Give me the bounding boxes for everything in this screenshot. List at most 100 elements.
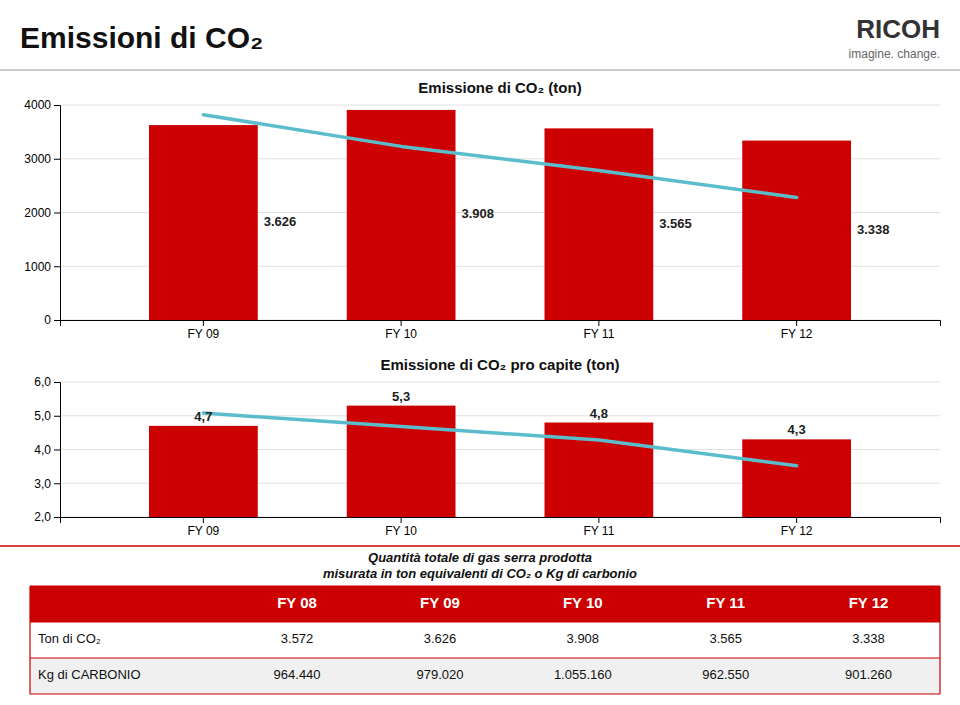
data-label: 5,3 bbox=[392, 389, 410, 404]
x-tick: FY 11 bbox=[583, 517, 614, 538]
y-tick: 5,0 bbox=[34, 409, 60, 423]
x-tick: FY 11 bbox=[583, 320, 614, 341]
header: Emissioni di CO₂RICOHimagine. change. bbox=[0, 14, 960, 70]
table-cell: 901.260 bbox=[845, 667, 892, 682]
table-column-header: FY 10 bbox=[563, 594, 603, 611]
y-tick: 3,0 bbox=[34, 477, 60, 491]
bar bbox=[742, 439, 851, 517]
table-header-bg bbox=[30, 586, 940, 622]
page-title: Emissioni di CO₂ bbox=[20, 21, 263, 54]
data-labels: 4,7 5,3 4,8 4,3 bbox=[194, 389, 805, 438]
y-tick-mark bbox=[54, 159, 60, 160]
table-cell: 3.338 bbox=[852, 631, 885, 646]
y-tick-mark bbox=[54, 483, 60, 484]
data-label: 4,7 bbox=[194, 409, 212, 424]
y-tick: 2000 bbox=[24, 206, 60, 220]
table-cell: 3.565 bbox=[709, 631, 742, 646]
x-tick-mark bbox=[203, 517, 204, 523]
data-label: 3.626 bbox=[264, 214, 297, 229]
trend-line bbox=[203, 413, 796, 466]
x-tick-mark bbox=[203, 320, 204, 326]
chart-title: Emissione di CO₂ (ton) bbox=[418, 79, 581, 96]
x-tick-label: FY 09 bbox=[187, 327, 219, 341]
x-axis-line bbox=[61, 518, 941, 524]
x-tick-label: FY 10 bbox=[385, 524, 417, 538]
table-cell: 1.055.160 bbox=[554, 667, 612, 682]
y-tick-mark bbox=[54, 213, 60, 214]
table-row-label: Kg di CARBONIO bbox=[38, 667, 141, 682]
table-row-bg bbox=[30, 658, 940, 694]
table-rule bbox=[30, 585, 940, 586]
y-tick: 2,0 bbox=[34, 510, 60, 524]
x-axis: FY 09 FY 10 FY 11 FY 12 bbox=[61, 517, 941, 538]
data-label: 3.338 bbox=[857, 222, 890, 237]
table-cell: 962.550 bbox=[702, 667, 749, 682]
x-tick: FY 09 bbox=[187, 517, 219, 538]
table-rule bbox=[30, 693, 940, 694]
data-label: 4,8 bbox=[590, 406, 608, 421]
y-tick-label: 3000 bbox=[24, 152, 51, 166]
x-tick: FY 10 bbox=[385, 320, 417, 341]
table-column-header: FY 11 bbox=[706, 594, 745, 611]
table: Quantità totale di gas serra prodottamis… bbox=[0, 546, 960, 694]
y-tick-mark bbox=[54, 416, 60, 417]
x-tick-mark bbox=[796, 517, 797, 523]
table-cell: 964.440 bbox=[274, 667, 321, 682]
grid bbox=[60, 105, 940, 320]
x-tick: FY 12 bbox=[781, 517, 813, 538]
x-tick-label: FY 12 bbox=[781, 327, 813, 341]
y-tick-label: 4000 bbox=[24, 98, 51, 112]
y-tick-label: 5,0 bbox=[34, 409, 51, 423]
y-tick: 1000 bbox=[24, 260, 60, 274]
table-column-header: FY 09 bbox=[420, 594, 460, 611]
bar bbox=[544, 128, 653, 320]
table-cell: 979.020 bbox=[416, 667, 463, 682]
y-tick-label: 3,0 bbox=[34, 477, 51, 491]
bar bbox=[149, 125, 258, 320]
trend-line bbox=[203, 115, 796, 198]
y-axis-line bbox=[54, 106, 61, 321]
y-tick-mark bbox=[54, 320, 60, 321]
chart-title: Emissione di CO₂ pro capite (ton) bbox=[380, 356, 619, 373]
y-tick-mark bbox=[54, 517, 60, 518]
tagline: imagine. change. bbox=[849, 47, 940, 61]
table-rule bbox=[30, 657, 940, 658]
x-tick-mark bbox=[796, 320, 797, 326]
data-label: 3.908 bbox=[462, 206, 495, 221]
y-tick-label: 2,0 bbox=[34, 510, 51, 524]
table-rule bbox=[939, 586, 940, 694]
y-tick-label: 0 bbox=[44, 313, 51, 327]
x-tick-label: FY 12 bbox=[781, 524, 813, 538]
header-separator bbox=[0, 70, 960, 71]
bar bbox=[149, 426, 258, 517]
y-tick-label: 1000 bbox=[24, 260, 51, 274]
y-axis: 0 1000 2000 3000 4000 bbox=[24, 98, 60, 327]
y-tick-label: 6,0 bbox=[34, 375, 51, 389]
table-cell: 3.908 bbox=[567, 631, 600, 646]
y-tick-mark bbox=[54, 382, 60, 383]
x-tick-label: FY 09 bbox=[187, 524, 219, 538]
grid-line bbox=[60, 382, 940, 383]
x-tick-mark bbox=[401, 320, 402, 326]
table-column-header: FY 08 bbox=[277, 594, 317, 611]
table-separator bbox=[0, 545, 960, 547]
y-tick-label: 4,0 bbox=[34, 443, 51, 457]
page: Emissioni di CO₂RICOHimagine. change.Emi… bbox=[0, 0, 960, 705]
y-tick: 4,0 bbox=[34, 443, 60, 457]
x-axis-line bbox=[61, 321, 941, 327]
chart: Emissione di CO₂ pro capite (ton) 2,0 3,0 4… bbox=[34, 356, 940, 585]
data-label: 3.565 bbox=[659, 216, 692, 231]
table-cell: 3.626 bbox=[424, 631, 457, 646]
x-tick-mark bbox=[598, 320, 599, 326]
marks bbox=[149, 110, 851, 320]
x-tick-mark bbox=[401, 517, 402, 523]
x-axis: FY 09 FY 10 FY 11 FY 12 bbox=[61, 320, 941, 341]
x-tick-mark bbox=[598, 517, 599, 523]
x-tick-label: FY 11 bbox=[583, 327, 614, 341]
x-tick-label: FY 11 bbox=[583, 524, 614, 538]
data-label: 4,3 bbox=[788, 422, 806, 437]
chart: Emissione di CO₂ (ton) 0 1000 2000 3000 4000 F… bbox=[24, 79, 940, 341]
y-tick-mark bbox=[54, 266, 60, 267]
table-row-label: Ton di CO₂ bbox=[38, 631, 101, 646]
table-row-bg bbox=[30, 622, 940, 658]
